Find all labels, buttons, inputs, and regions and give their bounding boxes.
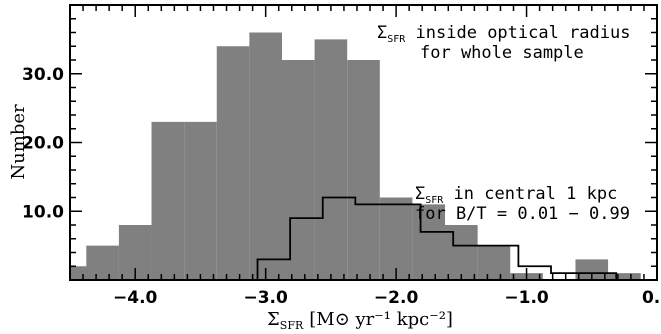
filled-bar-6 (249, 32, 282, 280)
filled-bar-5 (216, 46, 250, 280)
filled-bar-8 (314, 39, 348, 280)
filled-histogram-series (70, 32, 641, 280)
annotation-central-kpc-line2: for B/T = 0.01 − 0.99 (415, 204, 630, 224)
x-tick-label-3: −1.0 (504, 288, 549, 308)
outline-step-line (256, 196, 618, 280)
y-tick-label-1: 20.0 (22, 134, 64, 154)
filled-bar-7 (281, 60, 315, 280)
filled-bar-10 (379, 197, 413, 280)
filled-bar-12 (445, 225, 478, 280)
filled-bar-16 (608, 273, 641, 280)
filled-bar-11 (412, 204, 446, 280)
annotation-central-kpc: ΣSFR in central 1 kpc (415, 184, 617, 206)
filled-bar-4 (184, 121, 217, 280)
y-tick-label-2: 30.0 (22, 65, 64, 85)
axis-ticks (69, 4, 658, 280)
tick-labels: −4.0 −3.0 −2.0 −1.0 0.0 10.0 20.0 30.0 (22, 65, 661, 308)
filled-bar-13 (477, 245, 511, 280)
x-tick-label-2: −2.0 (374, 288, 419, 308)
filled-bar-15 (575, 259, 609, 280)
x-tick-label-1: −3.0 (243, 288, 288, 308)
filled-bar-9 (347, 60, 380, 280)
outline-histogram-series (256, 196, 618, 280)
y-tick-label-0: 10.0 (22, 202, 64, 222)
y-axis-label: Number (8, 104, 29, 180)
x-tick-label-4: 0.0 (642, 288, 661, 308)
filled-bar-1 (86, 245, 119, 280)
filled-bar-3 (151, 121, 185, 280)
annotation-whole-sample: ΣSFR inside optical radius (377, 23, 630, 45)
annotation-whole-sample-line2: for whole sample (420, 43, 584, 63)
x-tick-label-0: −4.0 (113, 288, 158, 308)
x-axis-label: ΣSFR [M⊙ yr⁻¹ kpc⁻²] (267, 309, 453, 332)
